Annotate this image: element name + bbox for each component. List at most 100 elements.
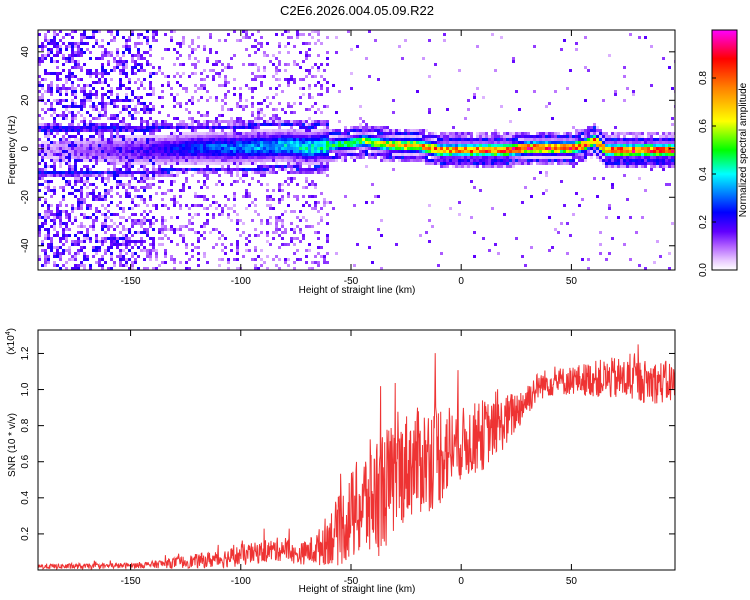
heatmap-cell	[38, 228, 41, 231]
heatmap-cell	[290, 240, 293, 243]
heatmap-cell	[347, 30, 350, 33]
heatmap-cell	[383, 156, 386, 159]
heatmap-cell	[377, 141, 380, 144]
heatmap-cell	[122, 156, 125, 159]
heatmap-cell	[557, 141, 560, 144]
heatmap-cell	[623, 150, 626, 153]
heatmap-cell	[569, 144, 572, 147]
heatmap-cell	[38, 189, 41, 192]
heatmap-cell	[665, 162, 668, 165]
heatmap-cell	[80, 159, 83, 162]
heatmap-cell	[251, 78, 254, 81]
heatmap-cell	[461, 138, 464, 141]
heatmap-cell	[263, 147, 266, 150]
heatmap-cell	[68, 213, 71, 216]
heatmap-cell	[440, 144, 443, 147]
heatmap-cell	[56, 234, 59, 237]
heatmap-cell	[176, 57, 179, 60]
heatmap-cell	[68, 111, 71, 114]
heatmap-cell	[659, 147, 662, 150]
heatmap-cell	[113, 168, 116, 171]
heatmap-cell	[440, 162, 443, 165]
heatmap-cell	[428, 150, 431, 153]
heatmap-cell	[110, 246, 113, 249]
heatmap-cell	[467, 162, 470, 165]
heatmap-cell	[596, 144, 599, 147]
heatmap-cell	[335, 111, 338, 114]
heatmap-cell	[200, 78, 203, 81]
heatmap-cell	[320, 135, 323, 138]
heatmap-cell	[638, 156, 641, 159]
heatmap-cell	[155, 129, 158, 132]
heatmap-cell	[575, 138, 578, 141]
heatmap-cell	[350, 153, 353, 156]
heatmap-cell	[185, 225, 188, 228]
heatmap-cell	[320, 219, 323, 222]
heatmap-cell	[545, 138, 548, 141]
heatmap-cell	[431, 159, 434, 162]
heatmap-cell	[512, 165, 515, 168]
heatmap-cell	[104, 48, 107, 51]
heatmap-cell	[329, 129, 332, 132]
heatmap-cell	[113, 156, 116, 159]
heatmap-cell	[59, 102, 62, 105]
heatmap-cell	[386, 159, 389, 162]
heatmap-cell	[119, 138, 122, 141]
heatmap-cell	[353, 264, 356, 267]
heatmap-cell	[125, 108, 128, 111]
heatmap-cell	[332, 156, 335, 159]
heatmap-cell	[53, 174, 56, 177]
heatmap-cell	[95, 207, 98, 210]
heatmap-cell	[650, 168, 653, 171]
heatmap-cell	[368, 75, 371, 78]
heatmap-cell	[398, 138, 401, 141]
heatmap-cell	[116, 144, 119, 147]
heatmap-cell	[158, 123, 161, 126]
heatmap-cell	[266, 135, 269, 138]
heatmap-cell	[44, 201, 47, 204]
heatmap-cell	[218, 213, 221, 216]
heatmap-cell	[296, 165, 299, 168]
heatmap-cell	[515, 237, 518, 240]
heatmap-cell	[386, 135, 389, 138]
heatmap-cell	[512, 150, 515, 153]
heatmap-cell	[488, 156, 491, 159]
heatmap-cell	[629, 33, 632, 36]
heatmap-cell	[134, 159, 137, 162]
heatmap-cell	[146, 42, 149, 45]
heatmap-cell	[317, 147, 320, 150]
heatmap-cell	[128, 141, 131, 144]
heatmap-cell	[119, 72, 122, 75]
heatmap-cell	[86, 99, 89, 102]
heatmap-cell	[272, 132, 275, 135]
heatmap-cell	[74, 60, 77, 63]
heatmap-cell	[107, 192, 110, 195]
heatmap-cell	[245, 237, 248, 240]
heatmap-cell	[557, 147, 560, 150]
heatmap-cell	[551, 159, 554, 162]
heatmap-cell	[311, 132, 314, 135]
heatmap-cell	[434, 132, 437, 135]
heatmap-cell	[119, 264, 122, 267]
heatmap-cell	[665, 144, 668, 147]
heatmap-cell	[320, 138, 323, 141]
heatmap-cell	[59, 45, 62, 48]
heatmap-cell	[605, 138, 608, 141]
heatmap-cell	[308, 249, 311, 252]
heatmap-cell	[41, 144, 44, 147]
heatmap-cell	[413, 144, 416, 147]
heatmap-cell	[185, 150, 188, 153]
heatmap-cell	[89, 267, 92, 270]
heatmap-cell	[137, 180, 140, 183]
heatmap-cell	[170, 225, 173, 228]
heatmap-cell	[257, 150, 260, 153]
heatmap-cell	[305, 126, 308, 129]
heatmap-cell	[233, 198, 236, 201]
heatmap-cell	[224, 84, 227, 87]
heatmap-cell	[158, 147, 161, 150]
heatmap-cell	[116, 48, 119, 51]
heatmap-cell	[494, 69, 497, 72]
heatmap-cell	[290, 180, 293, 183]
heatmap-cell	[647, 135, 650, 138]
heatmap-cell	[311, 168, 314, 171]
